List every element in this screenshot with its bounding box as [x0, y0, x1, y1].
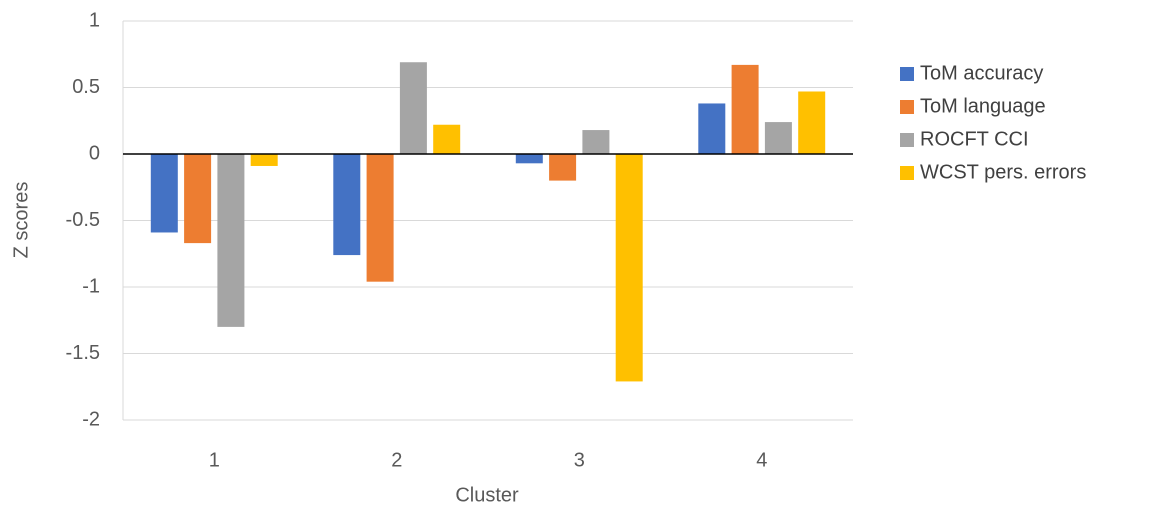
bar — [250, 154, 278, 166]
y-tick-label: -1.5 — [66, 342, 100, 364]
bar — [731, 64, 759, 154]
bar — [366, 154, 394, 282]
bar — [615, 154, 643, 382]
bar — [217, 154, 245, 327]
y-tick-label: -1 — [82, 275, 100, 297]
legend-swatch — [900, 67, 914, 81]
y-tick-label: 1 — [89, 9, 100, 31]
y-tick-label: 0 — [89, 142, 100, 164]
legend-label: ROCFT CCI — [920, 128, 1029, 150]
bar — [582, 130, 610, 154]
bar — [433, 124, 461, 154]
legend-swatch — [900, 100, 914, 114]
bar — [150, 154, 178, 233]
legend-label: WCST pers. errors — [920, 161, 1086, 183]
bar — [184, 154, 212, 244]
y-axis-title: Z scores — [10, 182, 32, 259]
legend-label: ToM accuracy — [920, 62, 1043, 84]
legend: ToM accuracy ToM language ROCFT CCI WCST pe… — [900, 62, 1086, 183]
x-tick-label: 3 — [574, 449, 585, 471]
bar — [798, 91, 826, 154]
bar — [698, 103, 726, 154]
bar — [399, 62, 427, 155]
y-tick-label: 0.5 — [72, 76, 100, 98]
bar — [515, 154, 543, 164]
y-tick-label: -2 — [82, 408, 100, 430]
x-tick-label: 1 — [209, 449, 220, 471]
legend-swatch — [900, 166, 914, 180]
bar — [549, 154, 577, 181]
bar — [333, 154, 361, 256]
y-tick-label: -0.5 — [66, 209, 100, 231]
x-tick-label: 4 — [756, 449, 767, 471]
legend-swatch — [900, 133, 914, 147]
bar — [764, 122, 792, 154]
legend-label: ToM language — [920, 95, 1046, 117]
x-tick-label: 2 — [391, 449, 402, 471]
x-axis-title: Cluster — [455, 484, 519, 506]
